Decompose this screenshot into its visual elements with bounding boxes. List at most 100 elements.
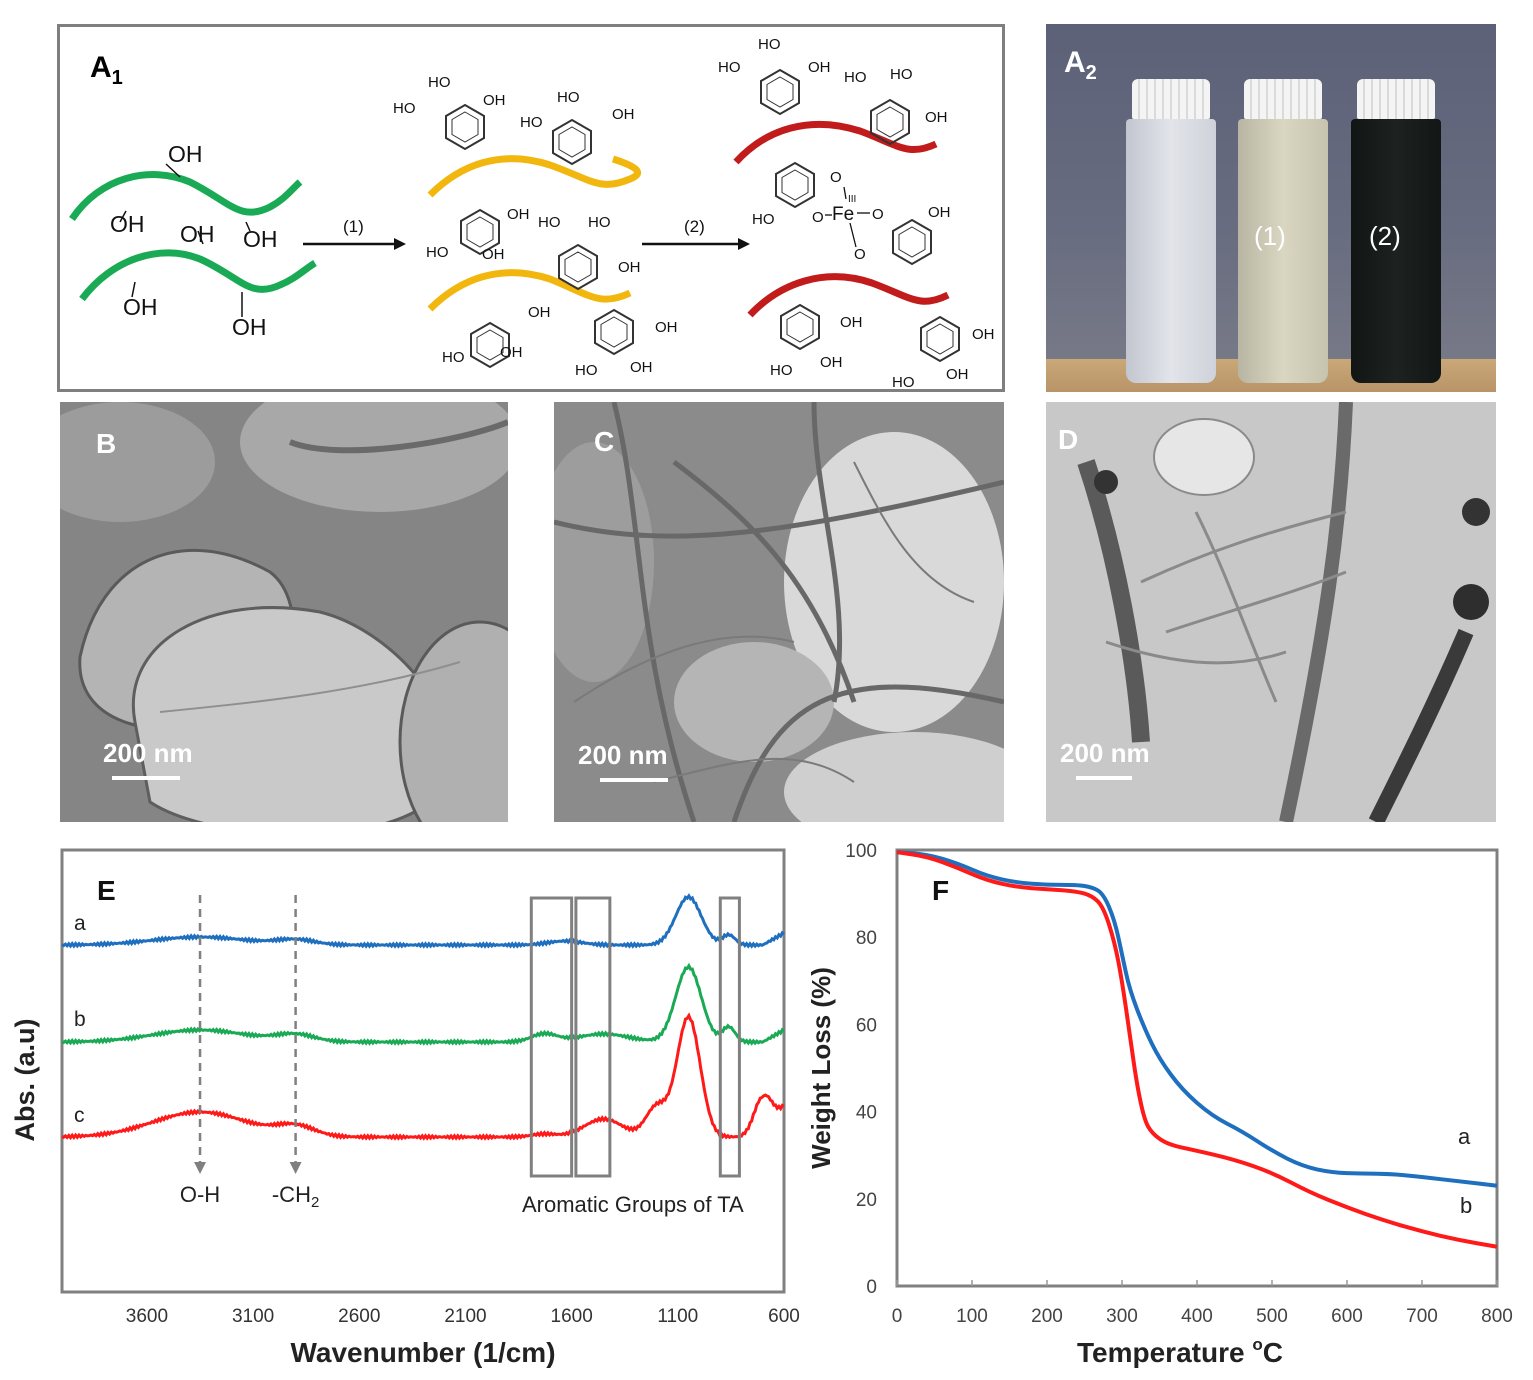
cellulose-chain-2 (79, 249, 317, 302)
chart-e-boxes (529, 896, 741, 1178)
o-label: O (812, 209, 824, 226)
x-tick-label: 600 (768, 1306, 800, 1327)
x-tick-label: 600 (1331, 1306, 1363, 1327)
panel-a2-sub: 2 (1085, 62, 1097, 84)
panel-d-tem: D 200 nm (1046, 402, 1496, 822)
scale-bar-label: 200 nm (1060, 738, 1150, 768)
x-tick-label: 300 (1106, 1306, 1138, 1327)
y-tick-label: 100 (845, 841, 877, 862)
aromatic-region-box (574, 896, 612, 1178)
ho-label: HO (557, 89, 580, 106)
annotation-text: -CH (272, 1182, 311, 1207)
x-tick-label: 500 (1256, 1306, 1288, 1327)
chart-e: E a b c O-H -CH2 Aromatic Groups of TA 3600… (10, 848, 800, 1368)
ho-label: HO (890, 66, 913, 83)
oh-label: OH (972, 326, 995, 343)
aromatic-region-box (529, 896, 574, 1178)
oh-label: OH (483, 92, 506, 109)
oh-label: OH (928, 204, 951, 221)
ho-label: HO (442, 349, 465, 366)
oh-label: OH (618, 259, 641, 276)
chart-e-frame (60, 848, 786, 1294)
series-c-line (61, 1012, 785, 1141)
x-tick-label: 400 (1181, 1306, 1213, 1327)
ho-label: HO (575, 362, 598, 379)
chart-e-ylabel: Abs. (a.u) (10, 1018, 40, 1141)
x-tick-label: 0 (892, 1306, 903, 1327)
vial-body (1351, 119, 1441, 383)
x-tick-label: 3600 (126, 1306, 168, 1327)
ho-label: HO (770, 362, 793, 379)
ho-label: HO (718, 59, 741, 76)
vial-cap (1132, 79, 1210, 119)
vial-1 (1126, 79, 1216, 384)
oh-label: OH (168, 141, 203, 167)
vial-1-label: (1) (1254, 221, 1286, 251)
y-tick-label: 40 (856, 1103, 877, 1124)
oh-label: OH (630, 359, 653, 376)
scale-bar-label: 200 nm (103, 738, 193, 768)
chart-e-annotations: O-H -CH2 (180, 895, 319, 1211)
chart-f-xlabel-sup: o (1252, 1335, 1262, 1354)
annotation-text: O-H (180, 1182, 220, 1207)
chart-f-y-ticks: 0 20 40 60 80 100 (845, 841, 877, 1298)
oh-label: OH (482, 246, 505, 263)
x-tick-label: 100 (956, 1306, 988, 1327)
fe-chain-2 (747, 273, 950, 318)
fe-label: Fe (832, 204, 854, 225)
y-tick-label: 20 (856, 1190, 877, 1211)
tem-d-texture (1046, 402, 1496, 822)
ho-label: HO (520, 114, 543, 131)
x-tick-label: 1600 (551, 1306, 593, 1327)
series-a-line (895, 850, 1498, 1188)
ta-chain-1 (427, 155, 641, 198)
panel-a1-letter: A (90, 51, 112, 84)
panel-a2-letter: A (1064, 46, 1086, 79)
chart-f-series (895, 850, 1498, 1249)
scale-bar (112, 776, 180, 780)
chart-f-xlabel: Temperature oC (1077, 1335, 1283, 1368)
chart-f-series-labels: ab (1458, 1124, 1472, 1218)
x-tick-label: 3100 (232, 1306, 274, 1327)
vial-cap (1244, 79, 1322, 119)
o-label: O (854, 246, 866, 263)
vial-body (1238, 119, 1328, 383)
vial-3: (2) (1351, 79, 1441, 384)
oh-label: OH (507, 206, 530, 223)
oh-label: OH (243, 226, 278, 252)
panel-a1: A1 OH OH OH OH OH OH (57, 24, 1005, 392)
chart-e-title: E (97, 875, 116, 906)
scale-bar (600, 778, 668, 782)
chart-f-xlabel-text: Temperature (1077, 1337, 1245, 1368)
vial-body (1126, 119, 1216, 383)
ho-label: HO (892, 374, 915, 389)
x-tick-label: 2600 (338, 1306, 380, 1327)
x-tick-label: 2100 (444, 1306, 486, 1327)
chart-f-frame (895, 848, 1499, 1288)
scale-bar (1076, 776, 1132, 780)
vial-cap (1357, 79, 1435, 119)
ta-chain-2 (427, 269, 632, 312)
vial-2-label: (2) (1369, 221, 1401, 251)
oh-label: OH (123, 294, 158, 320)
annotation-sub: 2 (311, 1194, 319, 1211)
panel-b-label: B (96, 428, 117, 459)
oh-label: OH (528, 304, 551, 321)
oh-label: OH (820, 354, 843, 371)
oh-label: OH (655, 319, 678, 336)
y-tick-label: 0 (866, 1277, 877, 1298)
series-b-label: b (1460, 1193, 1472, 1218)
chart-f-ylabel: Weight Loss (%) (806, 967, 836, 1169)
o-label: O (830, 169, 842, 186)
series-a-line (61, 893, 785, 949)
series-a-label: a (74, 912, 86, 935)
ho-label: HO (426, 244, 449, 261)
fe-oxidation-label: III (848, 194, 856, 205)
oh-label: OH (612, 106, 635, 123)
y-tick-label: 60 (856, 1015, 877, 1036)
panel-d-label: D (1058, 424, 1079, 455)
step-2-label: (2) (684, 217, 705, 236)
series-c-label: c (74, 1104, 85, 1127)
tem-c-texture (554, 402, 1004, 822)
scale-bar-label: 200 nm (578, 740, 668, 770)
